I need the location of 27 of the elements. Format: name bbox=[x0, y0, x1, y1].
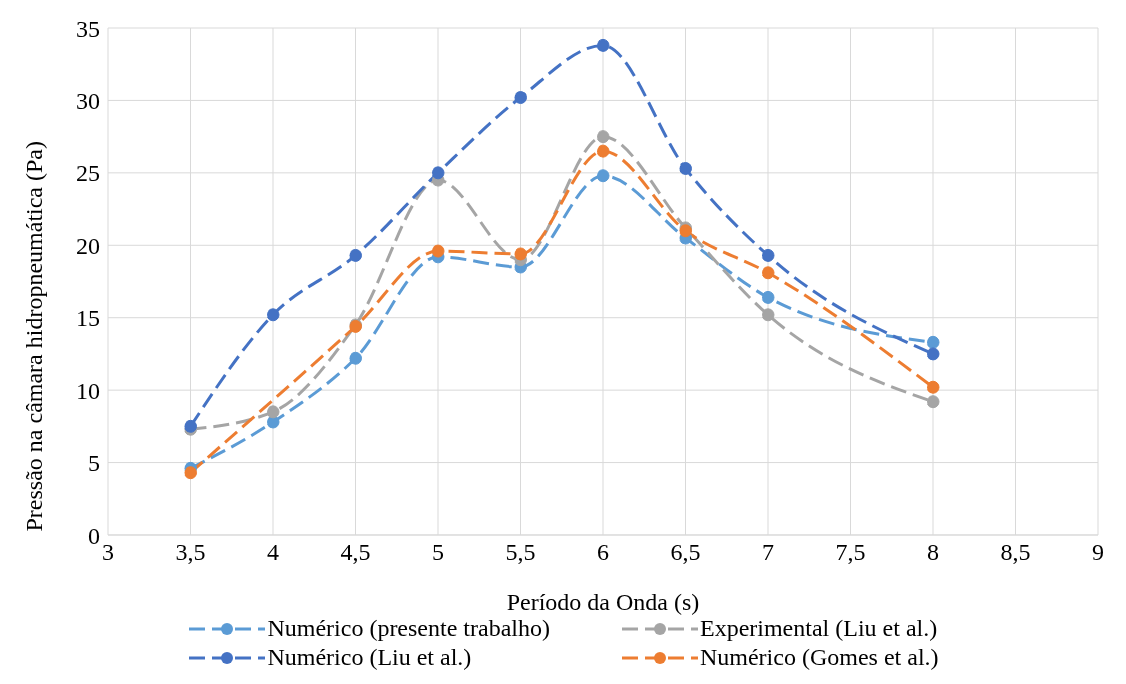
y-tick-label: 25 bbox=[76, 160, 100, 187]
x-tick-label: 6,5 bbox=[670, 539, 701, 566]
y-tick-label: 10 bbox=[76, 377, 100, 404]
x-tick-label: 8,5 bbox=[1000, 539, 1031, 566]
legend-label: Experimental (Liu et al.) bbox=[699, 615, 938, 642]
legend-label: Numérico (Liu et al.) bbox=[267, 644, 472, 671]
x-tick-label: 8 bbox=[927, 539, 939, 566]
y-axis-title: Pressão na câmara hidropneumática (Pa) bbox=[20, 140, 47, 532]
x-tick-label: 3,5 bbox=[175, 539, 206, 566]
x-tick-label: 7 bbox=[762, 539, 774, 566]
y-tick-label: 35 bbox=[76, 15, 100, 42]
x-tick-label: 7,5 bbox=[835, 539, 866, 566]
x-tick-label: 9 bbox=[1092, 539, 1104, 566]
y-tick-label: 15 bbox=[76, 305, 100, 332]
x-axis-title: Período da Onda (s) bbox=[506, 589, 700, 615]
legend-label: Numérico (Gomes et al.) bbox=[699, 644, 939, 671]
x-tick-label: 4 bbox=[267, 539, 279, 566]
x-tick-label: 4,5 bbox=[340, 539, 371, 566]
x-tick-label: 6 bbox=[597, 539, 609, 566]
y-tick-label: 0 bbox=[88, 522, 100, 549]
y-tick-label: 30 bbox=[76, 87, 100, 114]
x-tick-label: 5 bbox=[432, 539, 444, 566]
x-tick-label: 5,5 bbox=[505, 539, 536, 566]
legend-label: Numérico (presente trabalho) bbox=[267, 615, 550, 642]
x-tick-label: 3 bbox=[102, 539, 114, 566]
y-tick-label: 20 bbox=[76, 232, 100, 259]
y-tick-label: 5 bbox=[88, 450, 100, 477]
